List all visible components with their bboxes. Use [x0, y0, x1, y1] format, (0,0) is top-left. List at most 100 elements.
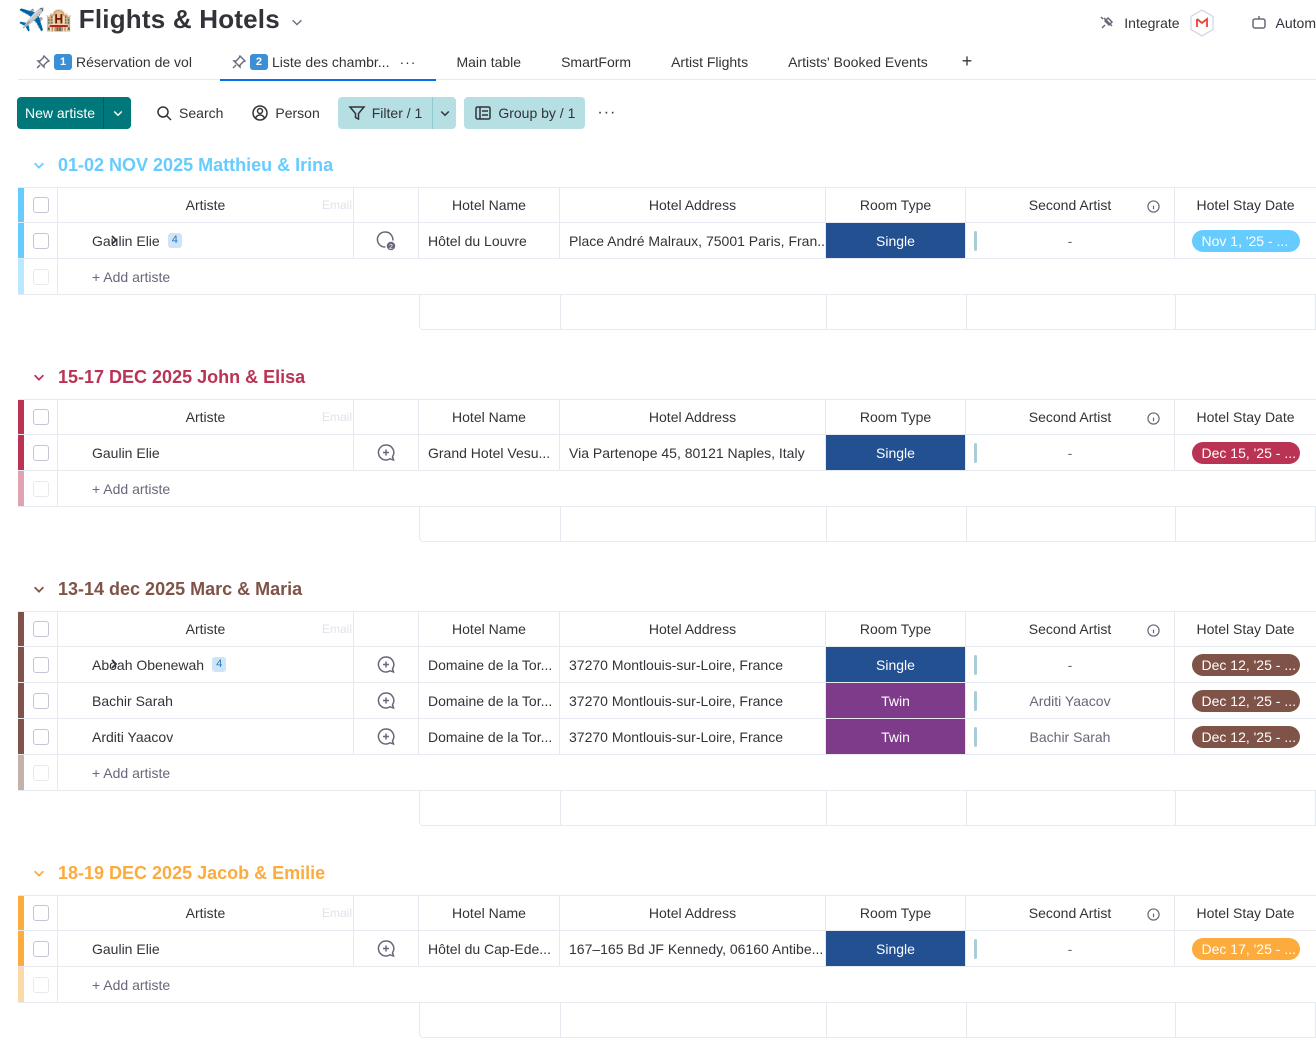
- column-header-room-type[interactable]: Room Type: [826, 612, 966, 646]
- hotel-stay-date-cell[interactable]: Dec 15, '25 - ...: [1175, 435, 1316, 470]
- updates-cell[interactable]: [354, 435, 419, 470]
- column-header-room-type[interactable]: Room Type: [826, 400, 966, 434]
- column-header-second-artist[interactable]: Second Artist: [966, 896, 1175, 930]
- hotel-stay-date-cell[interactable]: Nov 1, '25 - ...: [1175, 223, 1316, 258]
- second-artist-cell[interactable]: -: [966, 435, 1175, 470]
- updates-cell[interactable]: [354, 719, 419, 754]
- column-header-hotel-address[interactable]: Hotel Address: [560, 188, 826, 222]
- room-type-cell[interactable]: Single: [826, 931, 966, 966]
- new-item-dropdown[interactable]: [103, 97, 131, 129]
- room-type-cell[interactable]: Single: [826, 647, 966, 682]
- info-icon[interactable]: [1147, 412, 1160, 425]
- chevron-down-icon[interactable]: [290, 15, 304, 29]
- info-icon[interactable]: [1147, 624, 1160, 637]
- column-header-hotel-stay-date[interactable]: Hotel Stay Date: [1175, 188, 1316, 222]
- tab-smartform[interactable]: SmartForm: [541, 44, 651, 80]
- column-header-second-artist[interactable]: Second Artist: [966, 400, 1175, 434]
- new-item-label[interactable]: New artiste: [25, 105, 96, 121]
- hotel-address-cell[interactable]: 37270 Montlouis-sur-Loire, France: [560, 683, 826, 718]
- column-header-hotel-name[interactable]: Hotel Name: [419, 896, 560, 930]
- row-checkbox[interactable]: [24, 931, 58, 966]
- subitems-count-badge[interactable]: 4: [167, 233, 182, 248]
- tab-main-table[interactable]: Main table: [436, 44, 541, 80]
- column-header-artiste[interactable]: Artiste Email: [58, 188, 354, 222]
- hotel-name-cell[interactable]: Hôtel du Louvre: [419, 223, 560, 258]
- tab-artists-booked-events[interactable]: Artists' Booked Events: [768, 44, 948, 80]
- second-artist-cell[interactable]: Arditi Yaacov: [966, 683, 1175, 718]
- group-title[interactable]: 01-02 NOV 2025 Matthieu & Irina: [32, 153, 333, 177]
- artiste-cell[interactable]: Gaulin Elie: [58, 435, 354, 470]
- column-header-hotel-name[interactable]: Hotel Name: [419, 612, 560, 646]
- room-type-cell[interactable]: Single: [826, 223, 966, 258]
- add-update-icon[interactable]: [376, 443, 396, 463]
- column-header-hotel-name[interactable]: Hotel Name: [419, 188, 560, 222]
- chevron-down-icon[interactable]: [32, 866, 46, 880]
- artiste-cell[interactable]: Arditi Yaacov: [58, 719, 354, 754]
- chevron-down-icon[interactable]: [32, 582, 46, 596]
- tab-artist-flights[interactable]: Artist Flights: [651, 44, 768, 80]
- column-header-room-type[interactable]: Room Type: [826, 188, 966, 222]
- hotel-stay-date-cell[interactable]: Dec 12, '25 - ...: [1175, 719, 1316, 754]
- filter-dropdown[interactable]: [432, 97, 457, 129]
- select-all-checkbox[interactable]: [24, 400, 58, 434]
- table-row[interactable]: Aboah Obenewah 4 Domaine de la Tor... 37270…: [18, 647, 1316, 683]
- add-item-input[interactable]: + Add artiste: [58, 755, 958, 790]
- add-item-row[interactable]: + Add artiste: [18, 755, 1316, 791]
- date-range-pill[interactable]: Dec 12, '25 - ...: [1191, 725, 1300, 748]
- column-header-hotel-address[interactable]: Hotel Address: [560, 400, 826, 434]
- table-row[interactable]: Bachir Sarah Domaine de la Tor... 37270 Mo…: [18, 683, 1316, 719]
- column-header-artiste[interactable]: Artiste Email: [58, 896, 354, 930]
- add-update-icon[interactable]: [376, 727, 396, 747]
- hotel-address-cell[interactable]: Place André Malraux, 75001 Paris, Fran..…: [560, 223, 826, 258]
- filter-button[interactable]: Filter / 1: [337, 97, 433, 129]
- updates-cell[interactable]: [354, 931, 419, 966]
- table-row[interactable]: Gaulin Elie 4 2 Hôtel du Louvre Place André …: [18, 223, 1316, 259]
- row-checkbox[interactable]: [24, 435, 58, 470]
- hotel-name-cell[interactable]: Domaine de la Tor...: [419, 647, 560, 682]
- artiste-cell[interactable]: Aboah Obenewah 4: [58, 647, 354, 682]
- second-artist-cell[interactable]: Bachir Sarah: [966, 719, 1175, 754]
- group-title[interactable]: 13-14 dec 2025 Marc & Maria: [32, 577, 302, 601]
- room-type-cell[interactable]: Single: [826, 435, 966, 470]
- select-all-checkbox[interactable]: [24, 612, 58, 646]
- table-row[interactable]: Arditi Yaacov Domaine de la Tor... 37270 M…: [18, 719, 1316, 755]
- date-range-pill[interactable]: Dec 17, '25 - ...: [1191, 937, 1300, 960]
- info-icon[interactable]: [1147, 908, 1160, 921]
- person-filter-button[interactable]: Person: [241, 97, 329, 129]
- hotel-address-cell[interactable]: 37270 Montlouis-sur-Loire, France: [560, 719, 826, 754]
- integrate-button[interactable]: Integrate: [1098, 8, 1215, 38]
- column-header-hotel-address[interactable]: Hotel Address: [560, 612, 826, 646]
- info-icon[interactable]: [1147, 200, 1160, 213]
- table-row[interactable]: Gaulin Elie Hôtel du Cap-Ede... 167–165 Bd…: [18, 931, 1316, 967]
- new-item-button[interactable]: New artiste: [17, 97, 132, 129]
- group-title[interactable]: 18-19 DEC 2025 Jacob & Emilie: [32, 861, 325, 885]
- column-header-second-artist[interactable]: Second Artist: [966, 188, 1175, 222]
- column-header-hotel-address[interactable]: Hotel Address: [560, 896, 826, 930]
- column-header-hotel-name[interactable]: Hotel Name: [419, 400, 560, 434]
- updates-cell[interactable]: [354, 647, 419, 682]
- add-item-input[interactable]: + Add artiste: [58, 471, 958, 506]
- second-artist-cell[interactable]: -: [966, 647, 1175, 682]
- date-range-pill[interactable]: Dec 12, '25 - ...: [1191, 653, 1300, 676]
- add-item-row[interactable]: + Add artiste: [18, 471, 1316, 507]
- automate-button[interactable]: Autom: [1250, 14, 1316, 32]
- tab-menu-icon[interactable]: ···: [399, 53, 417, 70]
- column-header-room-type[interactable]: Room Type: [826, 896, 966, 930]
- hotel-address-cell[interactable]: 37270 Montlouis-sur-Loire, France: [560, 647, 826, 682]
- table-row[interactable]: Gaulin Elie Grand Hotel Vesu... Via Parten…: [18, 435, 1316, 471]
- hotel-address-cell[interactable]: Via Partenope 45, 80121 Naples, Italy: [560, 435, 826, 470]
- hotel-name-cell[interactable]: Grand Hotel Vesu...: [419, 435, 560, 470]
- chevron-right-icon[interactable]: [108, 658, 120, 670]
- chevron-down-icon[interactable]: [32, 158, 46, 172]
- search-button[interactable]: Search: [145, 97, 233, 129]
- hotel-name-cell[interactable]: Domaine de la Tor...: [419, 719, 560, 754]
- tab-room-list[interactable]: 2 Liste des chambr... ···: [212, 44, 437, 81]
- hotel-stay-date-cell[interactable]: Dec 17, '25 - ...: [1175, 931, 1316, 966]
- second-artist-cell[interactable]: -: [966, 931, 1175, 966]
- row-checkbox[interactable]: [24, 223, 58, 258]
- column-header-artiste[interactable]: Artiste Email: [58, 612, 354, 646]
- board-title[interactable]: ✈️🏨 Flights & Hotels: [18, 4, 304, 35]
- add-update-icon[interactable]: [376, 655, 396, 675]
- room-type-cell[interactable]: Twin: [826, 683, 966, 718]
- date-range-pill[interactable]: Nov 1, '25 - ...: [1191, 229, 1300, 252]
